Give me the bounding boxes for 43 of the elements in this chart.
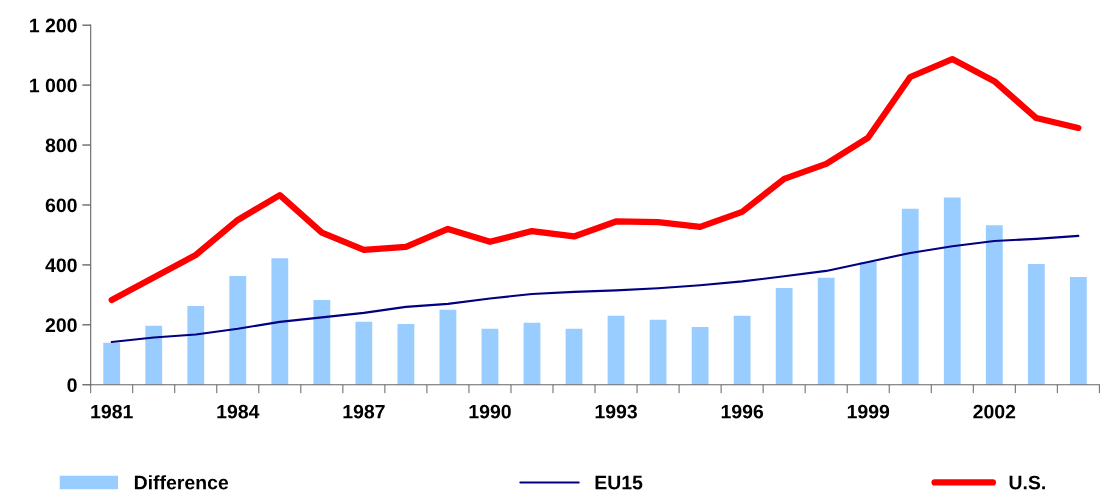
y-tick-label: 200 [45, 318, 77, 333]
bar [481, 328, 499, 385]
bar [229, 276, 247, 385]
legend-label: U.S. [1009, 475, 1045, 490]
bar [145, 325, 163, 385]
x-tick-label: 1987 [343, 404, 385, 419]
y-tick-label: 1 200 [30, 18, 77, 33]
legend-label: EU15 [595, 475, 643, 490]
bar [859, 261, 877, 385]
bar [733, 315, 751, 385]
x-tick-label: 1981 [91, 404, 133, 419]
bar [649, 319, 667, 385]
y-tick-label: 400 [45, 258, 77, 273]
bar [691, 326, 709, 385]
x-tick-label: 2002 [973, 404, 1016, 419]
bar [271, 258, 289, 385]
bar [523, 322, 541, 385]
x-tick-label: 1990 [469, 404, 511, 419]
bar [943, 197, 961, 385]
bar [1069, 276, 1087, 385]
y-tick-label: 600 [45, 198, 77, 213]
bar [187, 305, 205, 385]
bar [775, 287, 793, 385]
bar [439, 309, 457, 385]
line-series [110, 234, 1080, 343]
bar [313, 299, 331, 385]
x-tick-label: 1993 [595, 404, 637, 419]
x-tick-label: 1984 [217, 404, 260, 419]
bar [607, 315, 625, 385]
x-tick-label: 1999 [847, 404, 890, 419]
bar [103, 342, 121, 385]
bar [355, 321, 373, 385]
legend-label: Difference [134, 475, 229, 490]
bar [397, 323, 415, 385]
y-tick-label: 800 [45, 138, 77, 153]
x-tick-label: 1996 [721, 404, 764, 419]
bar [985, 225, 1003, 385]
y-tick-label: 1 000 [30, 78, 77, 93]
bar [901, 208, 919, 385]
bar [1027, 264, 1045, 385]
y-tick-label: 0 [67, 378, 77, 393]
bar [817, 277, 835, 385]
bar [565, 328, 583, 385]
